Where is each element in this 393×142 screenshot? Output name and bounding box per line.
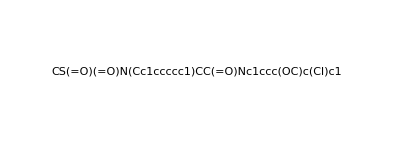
Text: CS(=O)(=O)N(Cc1ccccc1)CC(=O)Nc1ccc(OC)c(Cl)c1: CS(=O)(=O)N(Cc1ccccc1)CC(=O)Nc1ccc(OC)c(…: [51, 66, 342, 76]
